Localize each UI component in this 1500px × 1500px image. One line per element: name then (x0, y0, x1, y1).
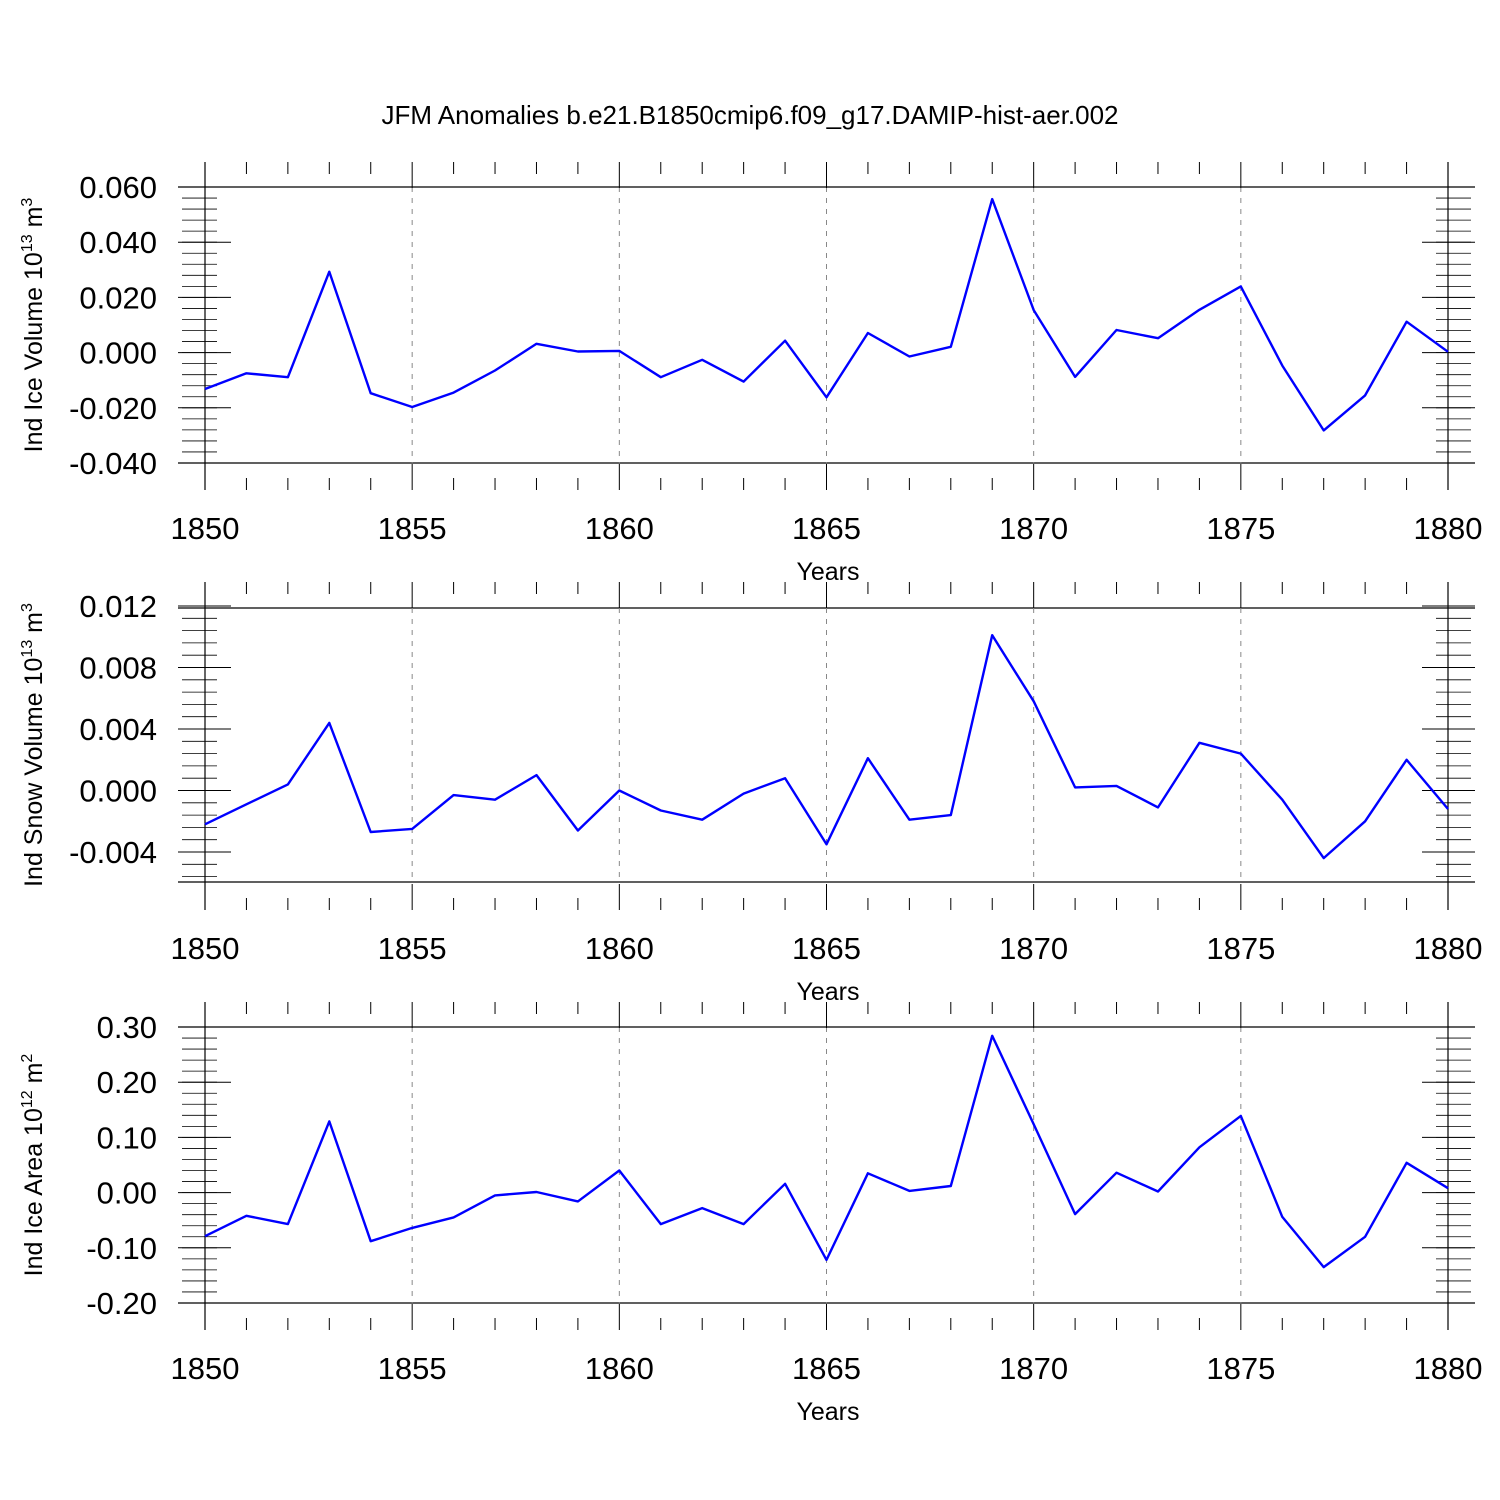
y-tick-label: 0.00 (97, 1176, 157, 1211)
series-line (204, 634, 1449, 860)
x-tick-label: 1880 (1414, 511, 1483, 546)
x-tick-label: 1855 (378, 1351, 447, 1386)
y-tick-label: -0.020 (69, 391, 157, 426)
x-tick-label: 1870 (999, 1351, 1068, 1386)
x-tick-label: 1875 (1206, 511, 1275, 546)
y-tick-label: -0.20 (86, 1286, 157, 1321)
y-tick-label: -0.004 (69, 835, 157, 870)
x-tick-label: 1855 (378, 931, 447, 966)
x-tick-label: 1860 (585, 511, 654, 546)
y-tick-label: 0.012 (79, 589, 157, 624)
y-tick-label: -0.10 (86, 1231, 157, 1266)
series-line (204, 1034, 1449, 1269)
chart-title: JFM Anomalies b.e21.B1850cmip6.f09_g17.D… (381, 100, 1118, 130)
x-tick-label: 1870 (999, 511, 1068, 546)
series-line (204, 197, 1449, 432)
x-tick-label: 1850 (171, 1351, 240, 1386)
chart-panel-2: 1850 1855 1860 1865 1870 1875 1880 Years -0.004 0… (19, 582, 1482, 1006)
x-axis-title: Years (796, 978, 859, 1006)
y-tick-label: 0.004 (79, 712, 157, 747)
y-tick-label: 0.000 (79, 336, 157, 371)
y-axis-title: Ind Ice Area 1012 m2 (19, 1054, 48, 1277)
x-axis-title: Years (796, 558, 859, 586)
x-tick-label: 1860 (585, 1351, 654, 1386)
y-tick-label: -0.040 (69, 446, 157, 481)
x-tick-label: 1875 (1206, 1351, 1275, 1386)
y-tick-label: 0.060 (79, 170, 157, 205)
y-axis-title: Ind Snow Volume 1013 m3 (19, 603, 48, 887)
chart-panel-3: 1850 1855 1860 1865 1870 1875 1880 Years -0.20 -0… (19, 1002, 1482, 1426)
y-tick-label: 0.020 (79, 280, 157, 315)
x-tick-label: 1865 (792, 511, 861, 546)
x-tick-label: 1880 (1414, 1351, 1483, 1386)
y-tick-label: 0.000 (79, 774, 157, 809)
y-tick-label: 0.30 (97, 1010, 157, 1045)
chart-panel-1: 1850 1855 1860 1865 1870 1875 1880 Years -0.040 -… (19, 162, 1482, 586)
x-tick-label: 1850 (171, 511, 240, 546)
y-tick-label: 0.008 (79, 651, 157, 686)
x-tick-label: 1850 (171, 931, 240, 966)
x-tick-label: 1865 (792, 1351, 861, 1386)
x-tick-label: 1880 (1414, 931, 1483, 966)
x-tick-label: 1860 (585, 931, 654, 966)
x-tick-label: 1875 (1206, 931, 1275, 966)
y-tick-label: 0.20 (97, 1065, 157, 1100)
y-tick-label: 0.040 (79, 225, 157, 260)
x-tick-label: 1870 (999, 931, 1068, 966)
x-tick-label: 1855 (378, 511, 447, 546)
x-axis-title: Years (796, 1398, 859, 1426)
y-axis-title: Ind Ice Volume 1013 m3 (19, 198, 48, 453)
x-tick-label: 1865 (792, 931, 861, 966)
y-tick-label: 0.10 (97, 1120, 157, 1155)
